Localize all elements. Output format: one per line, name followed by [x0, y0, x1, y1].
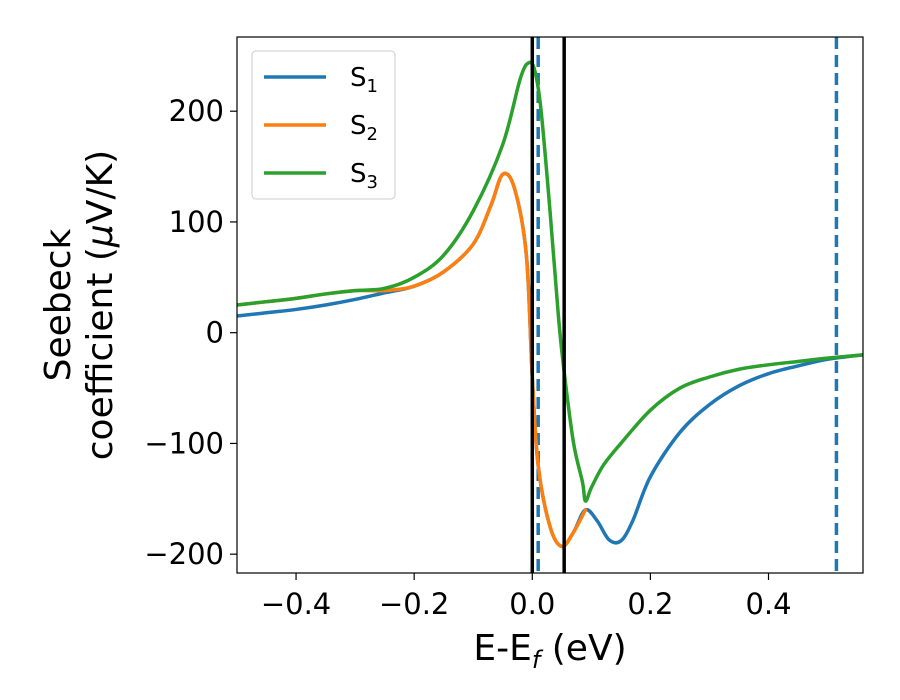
y-axis-title-line2: coefficient (μV/K)	[80, 150, 121, 460]
legend-label-s2: S2	[350, 111, 378, 145]
x-axis-title: E-Ef (eV)	[473, 628, 626, 674]
x-tick-label: 0.2	[627, 587, 673, 621]
y-tick-label: 0	[206, 316, 224, 350]
plot-frame	[236, 36, 864, 574]
series-group	[237, 37, 863, 573]
legend-label-s1: S1	[350, 63, 378, 97]
x-tick-label: −0.4	[261, 587, 331, 621]
legend-label-s3: S3	[350, 159, 378, 193]
y-tick-label: 100	[169, 205, 224, 239]
x-tick-label: 0.4	[745, 587, 791, 621]
y-axis-title: Seebeck coefficient (μV/K)	[38, 150, 121, 460]
x-tick-label: 0.0	[509, 587, 555, 621]
series-line-s3	[237, 60, 863, 503]
y-axis: −200 −100 0 100 200	[144, 94, 237, 571]
x-axis: −0.4 −0.2 0.0 0.2 0.4	[261, 573, 792, 621]
x-tick-label: −0.2	[379, 587, 449, 621]
y-tick-label: −100	[144, 426, 224, 460]
legend: S1 S2 S3	[251, 50, 396, 200]
y-tick-label: −200	[144, 537, 224, 571]
y-axis-title-line1: Seebeck	[38, 228, 79, 381]
y-tick-label: 200	[169, 94, 224, 128]
